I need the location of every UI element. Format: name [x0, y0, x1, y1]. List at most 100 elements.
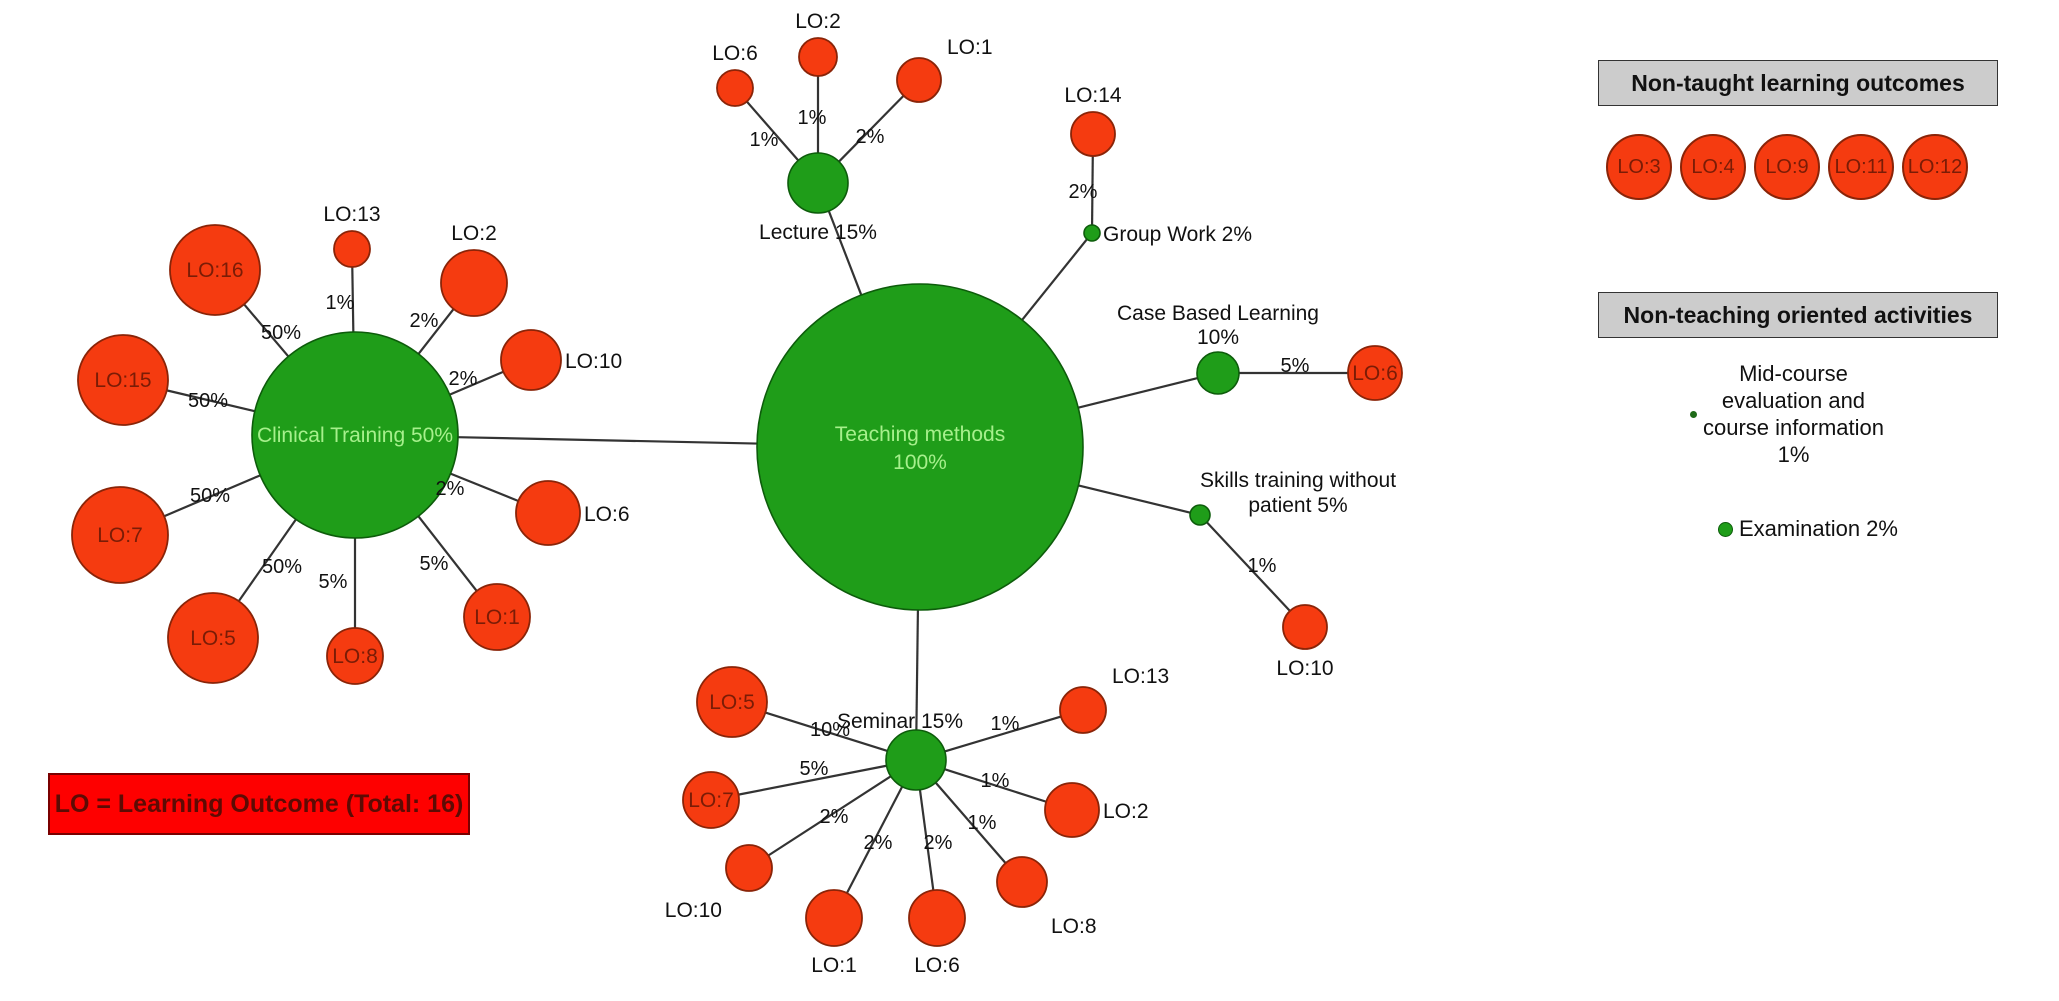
node-outcome-lo-7-17[interactable] [682, 771, 740, 829]
edge-percent-label-9: 1% [326, 292, 355, 314]
edge-percent-label-2: 50% [190, 485, 230, 507]
outcome-label-11: LO:2 [795, 10, 841, 33]
edge-seminar-to-outcome-16 [765, 711, 888, 753]
outcome-label-14: LO:6 [1352, 362, 1398, 385]
node-outcome-lo-1-5[interactable] [463, 583, 531, 651]
node-cbl[interactable] [1196, 351, 1240, 395]
outcome-label-23: LO:13 [1112, 665, 1169, 688]
edge-percent-label-19: 2% [864, 832, 893, 854]
node-outcome-lo-2-11[interactable] [798, 37, 838, 77]
node-teaching-methods[interactable] [756, 283, 1084, 611]
node-skills[interactable] [1189, 504, 1211, 526]
panel-non-teaching-title: Non-teaching oriented activities [1623, 302, 1973, 328]
edge-groupwork-to-outcome-13 [1090, 155, 1094, 226]
non-taught-chip-label: LO:3 [1617, 155, 1661, 178]
non-taught-outcome-chips: LO:3 LO:4 LO:9 LO:11 LO:12 [1606, 134, 1968, 200]
node-outcome-lo-1-12[interactable] [896, 57, 942, 103]
non-taught-chip-lo-4[interactable]: LO:4 [1680, 134, 1746, 200]
node-outcome-lo-7-2[interactable] [71, 486, 169, 584]
edge-root-to-lecture [827, 210, 863, 296]
node-outcome-lo-15-1[interactable] [77, 334, 169, 426]
node-seminar[interactable] [885, 729, 947, 791]
non-taught-chip-label: LO:9 [1765, 155, 1809, 178]
non-taught-chip-label: LO:4 [1691, 155, 1735, 178]
edge-percent-label-20: 2% [924, 832, 953, 854]
edge-root-to-cbl [1077, 376, 1198, 409]
node-outcome-lo-6-20[interactable] [908, 889, 966, 947]
edge-percent-label-4: 5% [319, 571, 348, 593]
non-taught-chip-label: LO:12 [1907, 155, 1963, 178]
node-outcome-lo-8-21[interactable] [996, 856, 1048, 908]
edge-clinical-to-outcome-0 [243, 303, 290, 358]
outcome-label-15: LO:10 [1276, 657, 1333, 680]
node-outcome-lo-6-10[interactable] [716, 69, 754, 107]
node-outcome-lo-16-0[interactable] [169, 224, 261, 316]
edge-percent-label-18: 2% [820, 806, 849, 828]
node-outcome-lo-10-7[interactable] [500, 329, 562, 391]
node-outcome-lo-14-13[interactable] [1070, 111, 1116, 157]
outcome-label-5: LO:1 [474, 606, 520, 629]
outcome-label-10: LO:6 [712, 42, 758, 65]
outcome-label-2: LO:7 [97, 524, 143, 547]
outcome-label-6: LO:6 [584, 503, 630, 526]
outcome-label-9: LO:13 [323, 203, 380, 226]
outcome-label-1: LO:15 [94, 369, 151, 392]
outcome-label-17: LO:7 [688, 789, 734, 812]
edge-percent-label-21: 1% [968, 812, 997, 834]
node-outcome-lo-13-23[interactable] [1059, 686, 1107, 734]
edge-seminar-to-outcome-23 [944, 715, 1062, 753]
node-outcome-lo-2-8[interactable] [440, 249, 508, 317]
node-clinical[interactable] [251, 331, 459, 539]
edge-percent-label-17: 5% [800, 758, 829, 780]
node-cbl-value: 10% [1197, 326, 1239, 349]
activity-mid-course-label: Mid-course evaluation and course informa… [1703, 361, 1884, 467]
mid-course-dot-icon [1690, 410, 1697, 418]
node-outcome-lo-10-15[interactable] [1282, 604, 1328, 650]
node-outcome-lo-2-22[interactable] [1044, 782, 1100, 838]
outcome-label-8: LO:2 [451, 222, 497, 245]
outcome-label-0: LO:16 [186, 259, 243, 282]
edge-root-to-seminar [915, 609, 920, 731]
node-layer [71, 37, 1403, 947]
panel-non-teaching-activities: Non-teaching oriented activities [1598, 292, 1998, 338]
edge-percent-label-1: 50% [188, 390, 228, 412]
outcome-label-3: LO:5 [190, 627, 236, 650]
edge-lecture-to-outcome-12 [838, 94, 905, 163]
node-teaching-methods-label: Teaching methods [835, 423, 1005, 446]
node-outcome-lo-5-16[interactable] [696, 666, 768, 738]
node-lecture[interactable] [787, 152, 849, 214]
node-outcome-lo-5-3[interactable] [167, 592, 259, 684]
edge-clinical-to-outcome-6 [450, 472, 519, 503]
non-taught-chip-lo-3[interactable]: LO:3 [1606, 134, 1672, 200]
edge-percent-label-14: 5% [1281, 355, 1310, 377]
non-taught-chip-lo-11[interactable]: LO:11 [1828, 134, 1894, 200]
edge-percent-label-6: 2% [436, 478, 465, 500]
outcome-label-7: LO:10 [565, 350, 622, 373]
label-layer: Teaching methods 100% Clinical Training 50… [94, 10, 1397, 977]
edge-layer [163, 76, 1348, 894]
node-outcome-lo-10-18[interactable] [725, 844, 773, 892]
outcome-label-19: LO:1 [811, 954, 857, 977]
non-taught-chip-lo-12[interactable]: LO:12 [1902, 134, 1968, 200]
non-taught-chip-lo-9[interactable]: LO:9 [1754, 134, 1820, 200]
node-outcome-lo-6-14[interactable] [1347, 345, 1403, 401]
edge-percent-label-7: 2% [449, 368, 478, 390]
edge-clinical-to-outcome-3 [237, 518, 297, 602]
outcome-label-13: LO:14 [1064, 84, 1122, 107]
edge-seminar-to-outcome-18 [767, 775, 892, 857]
node-groupwork[interactable] [1083, 224, 1101, 242]
edge-root-to-clinical [457, 436, 758, 445]
node-outcome-lo-13-9[interactable] [333, 230, 371, 268]
node-outcome-lo-8-4[interactable] [326, 627, 384, 685]
node-lecture-label: Lecture 15% [759, 221, 877, 244]
edge-seminar-to-outcome-19 [845, 786, 904, 894]
node-outcome-lo-1-19[interactable] [805, 889, 863, 947]
edge-seminar-to-outcome-17 [738, 764, 887, 796]
edge-percent-label-5: 5% [420, 553, 449, 575]
node-teaching-methods-value: 100% [893, 451, 947, 474]
non-taught-chip-label: LO:11 [1834, 155, 1888, 178]
edge-percent-label-0: 50% [261, 322, 301, 344]
edge-clinical-to-outcome-7 [449, 370, 504, 396]
node-outcome-lo-6-6[interactable] [515, 480, 581, 546]
